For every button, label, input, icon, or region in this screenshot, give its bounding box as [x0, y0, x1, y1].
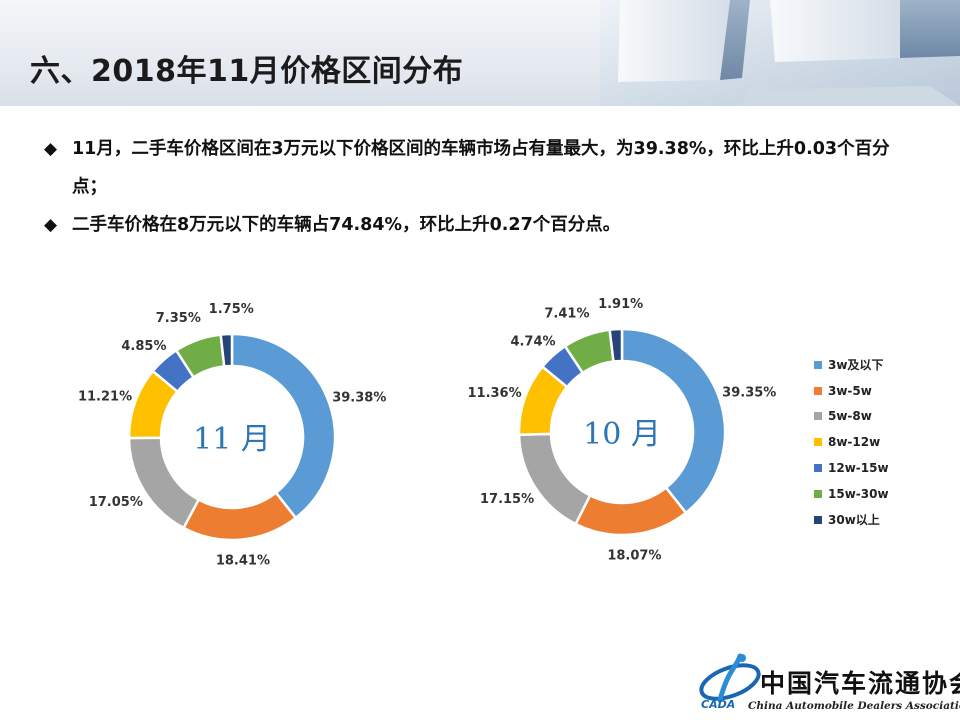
data-label: 1.75%: [209, 302, 254, 317]
legend-item: 3w-5w: [814, 378, 889, 404]
diamond-bullet-icon: ◆: [44, 215, 58, 235]
legend-label: 15w-30w: [828, 486, 889, 501]
donut-slice-2-1: [620, 327, 727, 515]
data-label: 1.91%: [598, 297, 643, 312]
legend-item: 3w及以下: [814, 352, 889, 378]
donut-slice-1-7: [219, 332, 234, 368]
bullet-text: 二手车价格在8万元以下的车辆占74.84%，环比上升0.27个百分点。: [72, 215, 621, 235]
legend-item: 5w-8w: [814, 404, 889, 430]
data-label: 17.05%: [89, 495, 143, 510]
org-name-cn: 中国汽车流通协会: [760, 669, 960, 698]
donut-slice-1-3: [127, 436, 201, 530]
data-label: 39.35%: [722, 386, 776, 401]
legend-swatch: [814, 412, 822, 421]
legend-swatch: [814, 515, 822, 524]
donut-slice-1-1: [230, 332, 337, 520]
legend-swatch: [814, 360, 822, 369]
data-label: 11.21%: [78, 390, 132, 405]
header-decoration: [600, 0, 960, 106]
donut-slice-1-2: [181, 491, 298, 542]
donut-slice-2-7: [608, 327, 624, 363]
legend-swatch: [814, 489, 822, 498]
bullet-item: ◆ 二手车价格在8万元以下的车辆占74.84%，环比上升0.27个百分点。: [44, 206, 924, 244]
donut-slice-2-3: [517, 432, 592, 526]
data-label: 18.07%: [607, 548, 661, 563]
legend-item: 15w-30w: [814, 481, 889, 507]
data-label: 11.36%: [467, 386, 521, 401]
data-label: 17.15%: [480, 492, 534, 507]
logo-text: CADA: [701, 698, 736, 711]
legend-label: 12w-15w: [828, 461, 889, 476]
legend-item: 8w-12w: [814, 429, 889, 455]
data-label: 4.74%: [510, 335, 555, 350]
donut-slice-2-2: [573, 485, 688, 537]
legend-swatch: [814, 386, 822, 395]
data-label: 18.41%: [216, 554, 270, 569]
legend-label: 3w-5w: [828, 383, 872, 398]
legend-swatch: [814, 438, 822, 447]
data-label: 7.41%: [544, 307, 589, 322]
chart-legend: 3w及以下 3w-5w 5w-8w 8w-12w 12w-15w 15w-30w 30w以上: [814, 352, 889, 533]
bullet-text: 11月，二手车价格区间在3万元以下价格区间的车辆市场占有量最大，为39.38%，…: [72, 139, 890, 197]
legend-label: 30w以上: [828, 513, 880, 528]
page-title: 六、2018年11月价格区间分布: [30, 54, 464, 89]
data-label: 7.35%: [156, 311, 201, 326]
org-name-en: China Automobile Dealers Association: [748, 700, 960, 712]
donut-center-label: 10 月: [583, 417, 661, 452]
donut-center-label: 11 月: [193, 422, 271, 457]
data-label: 4.85%: [121, 339, 166, 354]
header-band: [0, 0, 960, 106]
legend-label: 3w及以下: [828, 358, 884, 373]
legend-item: 30w以上: [814, 507, 889, 533]
legend-label: 5w-8w: [828, 409, 872, 424]
legend-label: 8w-12w: [828, 435, 881, 450]
diamond-bullet-icon: ◆: [44, 139, 58, 159]
bullet-list: ◆ 11月，二手车价格区间在3万元以下价格区间的车辆市场占有量最大，为39.38…: [44, 130, 924, 244]
bullet-item: ◆ 11月，二手车价格区间在3万元以下价格区间的车辆市场占有量最大，为39.38…: [44, 130, 924, 206]
legend-item: 12w-15w: [814, 455, 889, 481]
data-label: 39.38%: [332, 391, 386, 406]
cada-logo-icon: [699, 653, 761, 703]
legend-swatch: [814, 464, 822, 473]
